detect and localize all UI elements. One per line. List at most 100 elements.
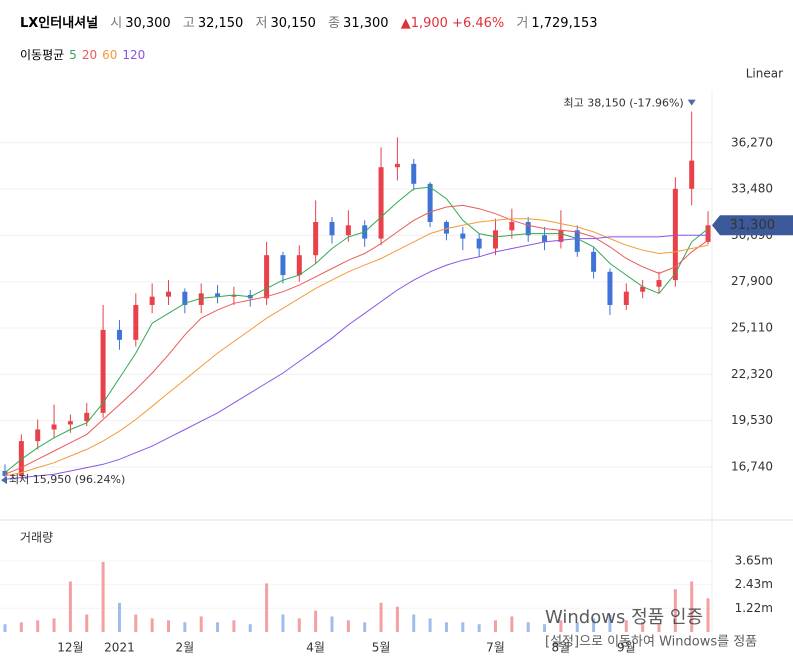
volume-label: 거 (516, 16, 529, 31)
candle-body (378, 167, 384, 239)
volume-bar (379, 602, 383, 632)
candle-body (509, 221, 515, 231)
candle-body (67, 421, 73, 425)
max-marker (687, 99, 696, 106)
volume-bar (183, 622, 187, 632)
volume-bar (673, 589, 677, 632)
last-price-label: 31,300 (730, 218, 776, 233)
candle-body (51, 424, 57, 430)
volume-bar (461, 622, 465, 632)
x-tick-label: 2월 (176, 641, 195, 655)
candle-body (591, 251, 597, 272)
candle-body (574, 230, 580, 252)
candle-body (411, 163, 417, 184)
ma-legend-item[interactable]: 120 (122, 48, 146, 62)
candle-body (100, 329, 106, 413)
volume-bar (314, 610, 318, 632)
stock-name: LX인터내셔널 (20, 16, 99, 31)
volume-bar (608, 614, 612, 632)
x-tick-label: 5월 (372, 641, 391, 655)
volume-bar (330, 616, 334, 632)
high-value: 32,150 (197, 16, 244, 31)
y-tick-label: 27,900 (731, 274, 773, 288)
volume-bar (657, 624, 661, 632)
candle-body (264, 255, 270, 299)
volume-bar (641, 622, 645, 632)
volume-bar (68, 581, 72, 632)
ma-legend: 이동평균 5 20 60 120 (20, 46, 150, 63)
low-value: 30,150 (270, 16, 316, 31)
candle-body (558, 230, 564, 242)
candle-body (607, 271, 613, 305)
candle-body (35, 429, 41, 442)
moving-average-line (4, 234, 709, 480)
volume-bar (559, 620, 563, 632)
y-tick-label: 25,110 (731, 321, 773, 335)
x-tick-label: 2021 (104, 641, 135, 655)
candle-body (476, 238, 482, 249)
volume-bar (624, 620, 628, 632)
volume-bar (36, 620, 40, 632)
volume-bar (444, 622, 448, 632)
volume-bar (281, 614, 285, 632)
y-tick-label: 36,270 (731, 135, 773, 149)
y-tick-label: 19,530 (731, 413, 773, 427)
candle-body (460, 233, 466, 239)
scale-toggle[interactable]: Linear (746, 67, 783, 81)
candle-body (672, 188, 678, 281)
candle-body (493, 230, 498, 249)
candle-body (280, 255, 286, 276)
volume-bar (346, 620, 350, 632)
volume-bar (150, 618, 154, 632)
price-header: LX인터내셔널 시 30,300 고 32,150 저 30,150 종 31,300 … (20, 12, 606, 31)
change-percent: +6.46% (452, 16, 505, 31)
x-tick-label: 8월 (552, 641, 571, 655)
volume-bar (216, 622, 220, 632)
ma-legend-title: 이동평균 (20, 48, 65, 62)
candle-body (198, 293, 204, 305)
high-label: 고 (182, 16, 195, 31)
volume-bar (412, 614, 416, 632)
candle-body (394, 163, 400, 168)
ma-legend-item[interactable]: 5 (69, 48, 77, 62)
candle-body (313, 221, 319, 256)
ma-legend-item[interactable]: 60 (102, 48, 118, 62)
ma-legend-item[interactable]: 20 (81, 48, 98, 62)
y-tick-label: 16,740 (731, 459, 773, 473)
volume-bar (592, 618, 596, 632)
volume-bar (19, 622, 23, 632)
candle-body (215, 293, 221, 297)
candle-body (296, 255, 302, 276)
volume-tick-label: 3.65m (735, 553, 773, 567)
volume-bar (167, 620, 170, 632)
moving-average-line (4, 204, 709, 475)
volume-tick-label: 1.22m (735, 601, 773, 615)
candle-body (182, 291, 188, 305)
volume-bar (85, 614, 89, 632)
candle-body (427, 183, 433, 222)
volume-bar (526, 622, 530, 632)
candle-body (329, 221, 335, 236)
candle-body (133, 304, 139, 340)
candle-body (542, 235, 548, 242)
x-tick-label: 7월 (486, 641, 505, 655)
volume-bar (543, 624, 547, 632)
volume-bar (706, 598, 710, 632)
low-label: 저 (255, 16, 268, 31)
x-tick-label: 12월 (57, 641, 83, 655)
volume-bar (477, 624, 481, 632)
candle-body (443, 221, 449, 234)
volume-bar (297, 618, 301, 632)
volume-bar (52, 618, 56, 632)
candle-body (18, 441, 24, 476)
volume-bar (101, 561, 105, 632)
y-tick-label: 22,320 (731, 367, 773, 381)
open-label: 시 (110, 16, 123, 31)
change-value: 1,900 (410, 16, 448, 31)
watermark-text: [설정]으로 이동하여 Windows를 정품 (545, 635, 757, 650)
x-tick-label: 9월 (617, 641, 636, 655)
candle-body (149, 296, 155, 305)
open-value: 30,300 (125, 16, 171, 31)
